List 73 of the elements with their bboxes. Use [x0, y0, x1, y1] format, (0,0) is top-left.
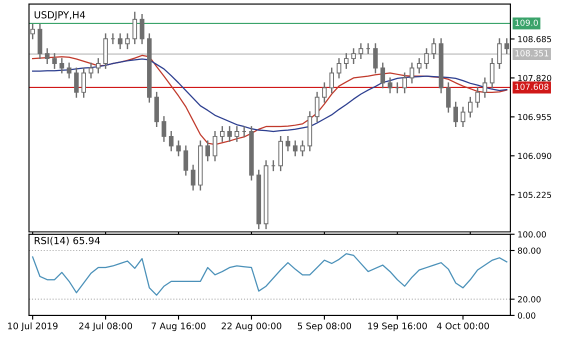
- candlestick: [322, 82, 327, 104]
- chart-title: RSI(14) 65.94: [34, 236, 100, 246]
- line-series: [32, 58, 508, 132]
- candlestick: [88, 62, 94, 80]
- candlestick: [81, 66, 86, 98]
- candlestick: [402, 72, 407, 94]
- candlestick: [176, 140, 181, 157]
- candlestick: [125, 32, 130, 50]
- candlestick: [132, 11, 138, 45]
- candlestick: [482, 76, 488, 98]
- ref-line-label: 109.0: [515, 20, 538, 26]
- candlestick: [373, 42, 378, 74]
- candlestick: [118, 32, 122, 50]
- candlestick: [234, 125, 240, 143]
- y-tick-label: 20.00: [518, 296, 541, 302]
- y-tick-label: 106.955: [518, 114, 552, 120]
- candlestick: [475, 86, 480, 108]
- candlestick: [344, 52, 349, 70]
- candlestick: [453, 101, 458, 128]
- candlestick: [66, 62, 72, 80]
- x-tick-label: 5 Sep 08:00: [298, 322, 352, 332]
- candlestick: [432, 38, 436, 60]
- candlestick: [380, 62, 386, 89]
- candlestick: [190, 164, 196, 192]
- candlestick: [446, 82, 451, 114]
- candlestick: [140, 13, 144, 45]
- y-tick-label: 108.685: [518, 36, 552, 42]
- candlestick: [44, 48, 50, 65]
- candlestick: [490, 57, 494, 89]
- candlestick: [336, 57, 342, 80]
- text: USDJPY,H4: [34, 11, 86, 20]
- x-tick-label: 19 Sep 16:00: [368, 322, 427, 332]
- candlestick: [96, 57, 101, 74]
- candlestick: [468, 96, 473, 118]
- x-tick-label: 24 Jul 08:00: [79, 322, 132, 332]
- ref-line-label: 107.608: [515, 84, 548, 90]
- candlestick: [460, 106, 466, 128]
- y-tick-label: 106.090: [518, 152, 552, 160]
- candlestick: [220, 125, 225, 143]
- candlestick: [410, 62, 414, 84]
- y-tick-label: 100.00: [518, 231, 546, 238]
- x-tick-label: 22 Aug 00:00: [222, 322, 282, 332]
- candlestick: [184, 144, 188, 176]
- candlestick: [300, 140, 305, 157]
- y-tick-label: 80.00: [518, 247, 541, 254]
- candlestick: [60, 57, 64, 74]
- x-tick-label: 4 Oct 00:00: [436, 322, 489, 330]
- x-tick-label: 10 Jul 2019: [8, 322, 58, 332]
- candlestick: [212, 130, 218, 162]
- candlestick: [168, 130, 174, 152]
- candlestick: [416, 57, 422, 74]
- candlestick: [424, 48, 429, 70]
- candlestick: [286, 135, 290, 152]
- candlestick: [292, 140, 298, 157]
- candlestick: [329, 66, 334, 94]
- candlestick: [504, 38, 510, 55]
- ref-line-label: 108.351: [515, 50, 548, 56]
- candlestick: [227, 125, 232, 143]
- candlestick: [388, 76, 392, 94]
- y-tick-label: 107.820: [518, 74, 552, 82]
- candlestick: [74, 66, 79, 98]
- candlestick: [30, 23, 35, 40]
- x-tick-label: 7 Aug 16:00: [152, 322, 206, 332]
- candlestick: [351, 48, 356, 65]
- y-tick-label: 0.00: [518, 312, 536, 319]
- candlestick: [497, 38, 502, 70]
- candlestick: [162, 115, 166, 143]
- y-tick-label: 105.225: [518, 192, 552, 198]
- line-series: [32, 253, 508, 296]
- candlestick: [358, 42, 364, 60]
- candlestick: [52, 52, 57, 70]
- candlestick: [314, 91, 320, 123]
- candlestick: [205, 140, 210, 162]
